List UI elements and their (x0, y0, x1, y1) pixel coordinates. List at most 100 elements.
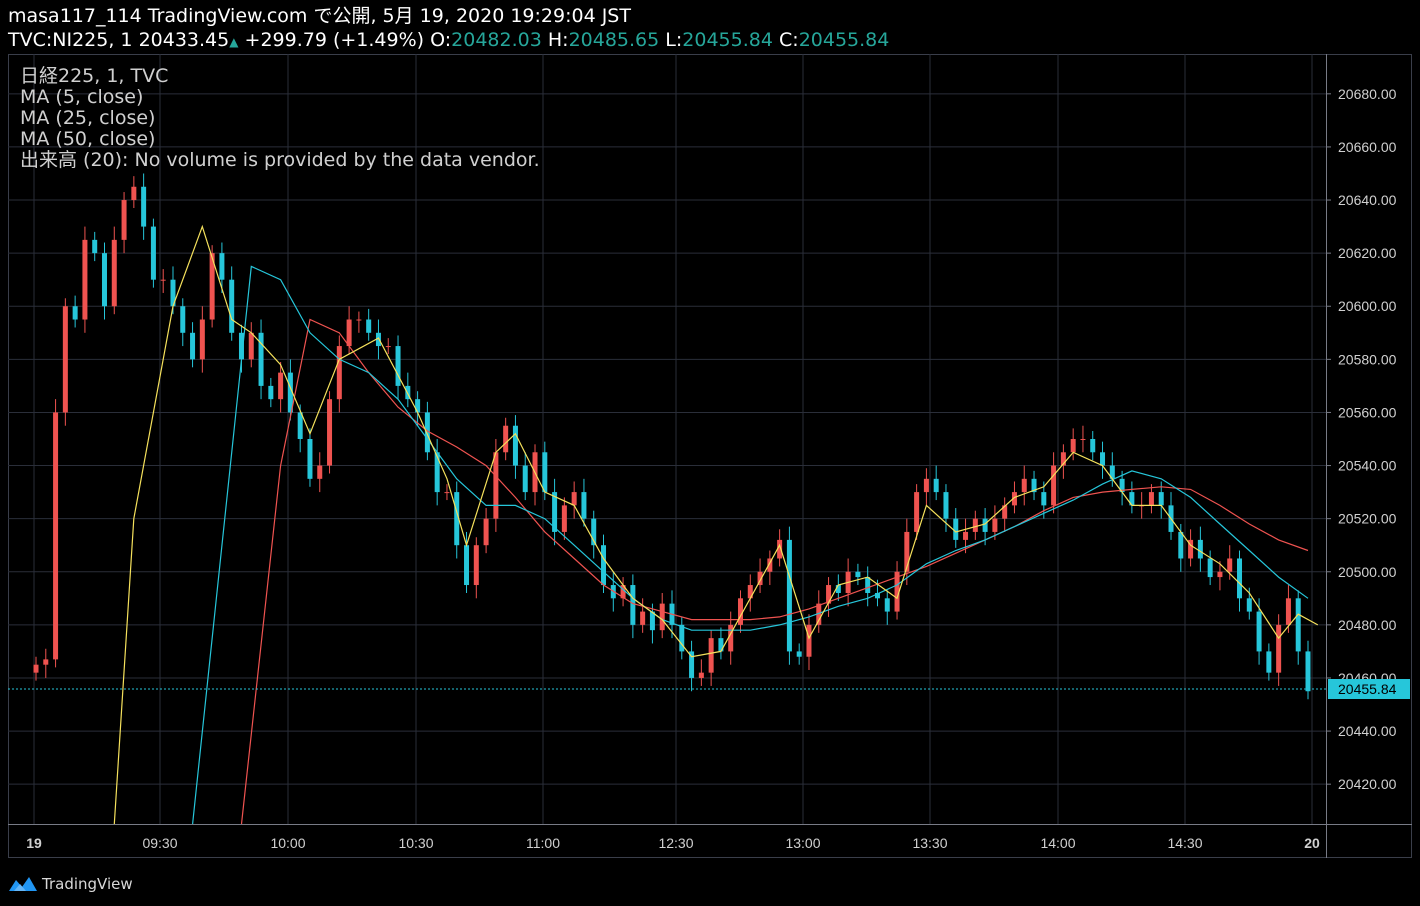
chart-header: masa117_114 TradingView.com で公開, 5月 19, … (8, 4, 1412, 54)
candle-body (131, 186, 137, 201)
candle-body (199, 319, 205, 360)
close-label: C: (779, 29, 799, 51)
candle-body (327, 399, 333, 466)
footer-brand: TradingView (42, 875, 133, 893)
candle-body (757, 571, 763, 586)
legend-ma50[interactable]: MA (50, close) (20, 128, 156, 150)
candle-body (884, 598, 890, 612)
legend-ma25[interactable]: MA (25, close) (20, 107, 156, 129)
y-tick-label: 20560.00 (1338, 404, 1397, 420)
candle-body (454, 492, 460, 546)
candle-body (512, 425, 518, 466)
candle-body (1158, 492, 1164, 506)
up-arrow-icon: ▲ (229, 35, 239, 49)
candle-body (82, 239, 88, 320)
x-tick-label: 10:00 (270, 835, 305, 851)
candle-body (297, 412, 303, 439)
x-tick-label: 10:30 (398, 835, 433, 851)
x-tick-label: 14:00 (1040, 835, 1075, 851)
candle-body (317, 465, 323, 479)
candle-body (1051, 465, 1057, 506)
candle-body (1237, 558, 1243, 599)
y-tick-label: 20520.00 (1338, 511, 1397, 527)
chart-frame[interactable]: 20420.00 20440.00 20460.00 20480.00 20500.00… (8, 54, 1412, 858)
candle-body (1070, 439, 1076, 453)
y-tick-label: 20640.00 (1338, 192, 1397, 208)
candle-body (483, 518, 489, 546)
candle-body (767, 558, 773, 572)
candle-body (1207, 558, 1213, 578)
candle-body (1129, 492, 1135, 506)
x-tick-label: 09:30 (142, 835, 177, 851)
open-label: O: (430, 29, 452, 51)
candle-body (708, 638, 714, 673)
candle-body (385, 346, 391, 348)
candle-body (659, 603, 665, 631)
x-tick-label: 14:30 (1167, 835, 1202, 851)
y-tick-label: 20500.00 (1338, 564, 1397, 580)
candle-body (1266, 651, 1272, 673)
x-tick-label: 13:30 (912, 835, 947, 851)
y-tick-label: 20600.00 (1338, 298, 1397, 314)
ma5-line (113, 224, 1319, 825)
candle-body (561, 505, 567, 532)
y-tick-label: 20620.00 (1338, 245, 1397, 261)
low-value: 20455.84 (682, 29, 773, 51)
high-value: 20485.65 (568, 29, 660, 51)
candle-body (53, 412, 59, 660)
last-price-tag (1328, 679, 1410, 700)
header-publish-line: masa117_114 TradingView.com で公開, 5月 19, … (8, 5, 631, 27)
candle-body (1178, 531, 1184, 559)
candle-body (219, 253, 225, 280)
candle-body (640, 611, 646, 625)
candle-body (737, 598, 743, 625)
x-tick-label: 19 (26, 835, 42, 851)
chart-legend: 日経225, 1, TVC MA (5, close) MA (25, clos… (20, 66, 540, 171)
candle-body (1011, 492, 1017, 506)
candle-body (1276, 624, 1282, 673)
candle-body (796, 651, 802, 657)
candle-body (992, 518, 998, 532)
candle-body (1060, 452, 1066, 466)
candle-body (258, 332, 264, 386)
candle-body (346, 319, 352, 347)
change-value: +299.79 (+1.49%) (244, 29, 425, 51)
candle-body (33, 664, 39, 673)
candle-body (914, 492, 920, 532)
candle-body (581, 492, 587, 519)
candle-body (464, 545, 470, 586)
candle-body (698, 672, 704, 678)
candle-body (424, 412, 430, 453)
candle-body (1031, 478, 1037, 493)
candle-body (111, 239, 117, 307)
candle-body (415, 399, 421, 413)
candle-body (473, 545, 479, 586)
candle-body (806, 624, 812, 657)
legend-volume[interactable]: 出来高 (20): No volume is provided by the d… (20, 149, 540, 171)
candle-body (689, 651, 695, 678)
price-chart[interactable]: 20420.0020440.0020460.0020480.0020500.00… (8, 54, 1412, 858)
candle-body (356, 319, 362, 321)
candle-body (874, 593, 880, 599)
candle-body (238, 332, 244, 360)
candle-body (855, 571, 861, 578)
candle-body (923, 478, 929, 493)
candle-body (180, 306, 186, 333)
x-tick-label: 12:30 (658, 835, 693, 851)
candle-body (1285, 598, 1291, 625)
candle-body (141, 186, 147, 227)
ma25-line (192, 265, 1309, 825)
candle-body (268, 385, 274, 400)
candle-body (552, 492, 558, 532)
legend-ma5[interactable]: MA (5, close) (20, 86, 144, 108)
header-ohlc-line: TVC:NI225, 1 20433.45▲ +299.79 (+1.49%) … (8, 28, 1412, 54)
legend-series[interactable]: 日経225, 1, TVC (20, 65, 169, 87)
candle-body (933, 478, 939, 493)
candle-body (982, 518, 988, 532)
candle-body (679, 624, 685, 652)
candle-body (307, 439, 313, 479)
y-tick-label: 20580.00 (1338, 351, 1397, 367)
candle-body (278, 372, 284, 400)
candle-body (1041, 492, 1047, 506)
candle-body (972, 518, 978, 532)
